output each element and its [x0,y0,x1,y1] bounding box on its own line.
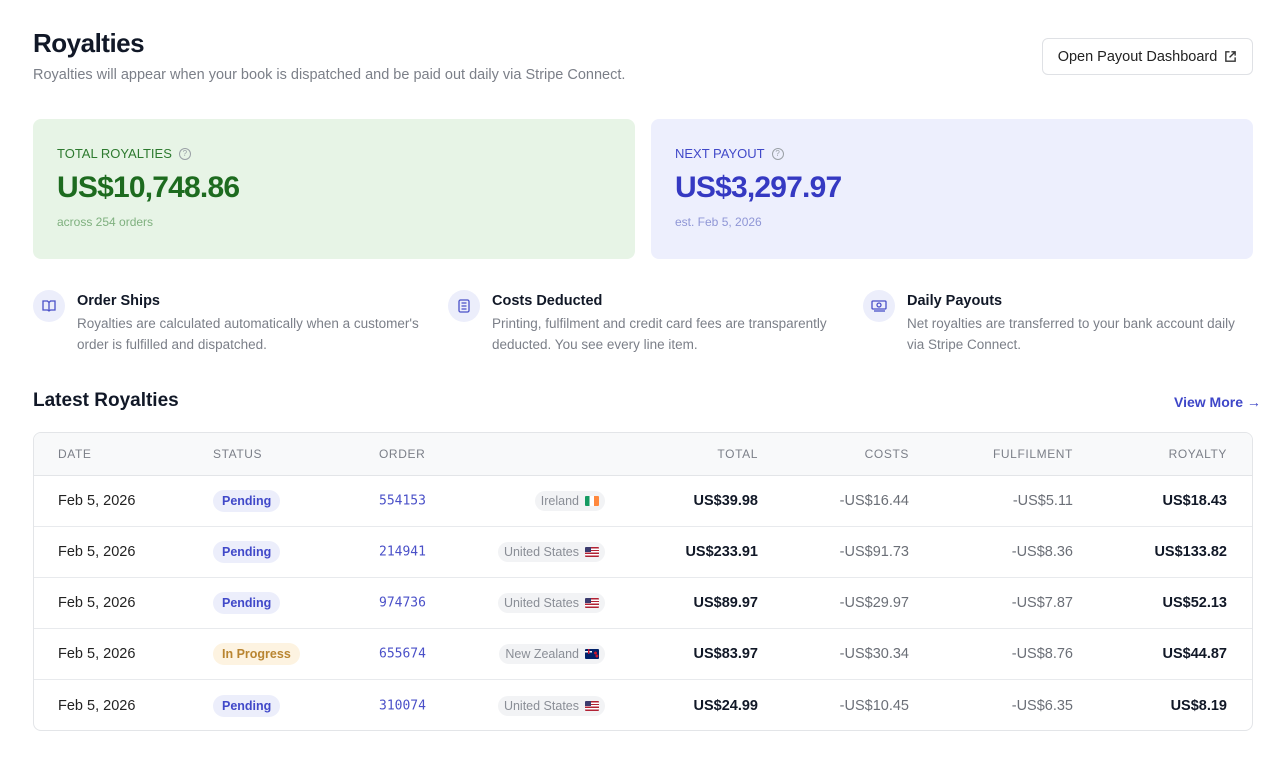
order-link[interactable]: 554153 [379,493,426,509]
open-payout-dashboard-button[interactable]: Open Payout Dashboard [1042,38,1253,75]
card-label: NEXT PAYOUT [675,146,765,161]
country-badge: New Zealand [499,644,605,664]
section-title: Latest Royalties [33,390,179,411]
row-royalty: US$18.43 [1162,493,1228,509]
feature-costs-deducted: Costs Deducted Printing, fulfilment and c… [448,290,838,355]
country-name: New Zealand [505,647,579,661]
row-total: US$83.97 [693,646,759,662]
feature-desc: Royalties are calculated automatically w… [77,316,419,352]
country-name: United States [503,545,579,559]
country-badge: United States [497,593,605,613]
table-row[interactable]: Feb 5, 2026 Pending 310074 United States… [34,680,1252,730]
status-badge: In Progress [213,643,300,665]
status-badge: Pending [213,490,281,512]
row-costs: -US$91.73 [839,544,909,560]
status-badge: Pending [213,694,281,717]
row-date: Feb 5, 2026 [58,697,136,714]
order-link[interactable]: 655674 [379,646,426,662]
col-costs: COSTS [864,447,909,461]
next-payout-amount: US$3,297.97 [675,171,842,204]
banknote-icon [863,290,895,322]
col-date: DATE [58,447,92,461]
next-payout-card: NEXT PAYOUT? US$3,297.97 est. Feb 5, 202… [651,119,1253,259]
flag-us-icon [585,547,599,557]
receipt-icon [448,290,480,322]
country-badge: United States [497,542,605,562]
payout-estimate: est. Feb 5, 2026 [675,215,762,229]
row-fulfilment: -US$5.11 [1012,493,1073,509]
status-badge: Pending [213,541,281,563]
row-royalty: US$133.82 [1154,544,1227,560]
row-total: US$89.97 [693,595,759,611]
flag-nz-icon [585,649,599,659]
row-royalty: US$8.19 [1170,697,1227,714]
row-date: Feb 5, 2026 [58,646,136,662]
row-fulfilment: -US$7.87 [1011,595,1073,611]
col-status: STATUS [213,447,263,461]
book-icon [33,290,65,322]
feature-title: Daily Payouts [907,293,1003,309]
help-icon[interactable]: ? [178,147,191,160]
feature-desc: Net royalties are transferred to your ba… [907,316,1235,352]
order-link[interactable]: 214941 [379,544,426,560]
feature-desc: Printing, fulfilment and credit card fee… [492,316,827,352]
country-name: Ireland [540,494,579,508]
feature-order-ships: Order Ships Royalties are calculated auto… [33,290,423,355]
card-label: TOTAL ROYALTIES [57,146,172,161]
table-header: DATE STATUS ORDER TOTAL COSTS FULFILMENT… [34,433,1252,476]
feature-daily-payouts: Daily Payouts Net royalties are transferr… [863,290,1253,355]
page-subtitle: Royalties will appear when your book is … [33,67,626,83]
row-costs: -US$16.44 [839,493,909,509]
row-royalty: US$44.87 [1162,646,1228,662]
total-royalties-amount: US$10,748.86 [57,171,240,204]
country-badge: Ireland [534,491,605,511]
order-link[interactable]: 310074 [379,698,426,713]
table-row[interactable]: Feb 5, 2026 Pending 974736 United States… [34,578,1252,629]
country-name: United States [503,596,579,610]
table-row[interactable]: Feb 5, 2026 Pending 554153 Ireland US$39… [34,476,1252,527]
row-date: Feb 5, 2026 [58,544,136,560]
row-costs: -US$30.34 [839,646,909,662]
row-total: US$39.98 [693,493,759,509]
table-row[interactable]: Feb 5, 2026 Pending 214941 United States… [34,527,1252,578]
row-total: US$24.99 [693,697,759,714]
col-total: TOTAL [717,447,758,461]
col-order: ORDER [379,447,426,461]
row-fulfilment: -US$8.76 [1011,646,1073,662]
total-royalties-card: TOTAL ROYALTIES? US$10,748.86 across 254… [33,119,635,259]
orders-count: across 254 orders [57,215,154,229]
row-royalty: US$52.13 [1162,595,1228,611]
status-badge: Pending [213,592,281,614]
row-total: US$233.91 [685,544,758,560]
button-label: Open Payout Dashboard [1057,48,1218,65]
row-date: Feb 5, 2026 [58,595,136,611]
country-name: United States [503,698,579,713]
row-date: Feb 5, 2026 [58,493,136,509]
feature-title: Order Ships [77,293,160,309]
royalties-table: DATE STATUS ORDER TOTAL COSTS FULFILMENT… [33,432,1253,731]
feature-title: Costs Deducted [492,293,603,309]
flag-ie-icon [585,496,599,506]
row-costs: -US$29.97 [839,595,909,611]
table-row[interactable]: Feb 5, 2026 In Progress 655674 New Zeala… [34,629,1252,680]
row-fulfilment: -US$6.35 [1011,697,1073,714]
view-more-link[interactable]: View More → [1174,394,1261,410]
row-fulfilment: -US$8.36 [1011,544,1073,560]
country-badge: United States [497,695,605,716]
row-costs: -US$10.45 [839,697,909,714]
page-title: Royalties [33,28,145,58]
col-fulfilment: FULFILMENT [992,447,1073,461]
col-royalty: ROYALTY [1168,447,1227,461]
order-link[interactable]: 974736 [379,595,426,611]
help-icon[interactable]: ? [771,147,784,160]
flag-us-icon [585,700,599,711]
flag-us-icon [585,598,599,608]
external-link-icon [1225,51,1237,62]
